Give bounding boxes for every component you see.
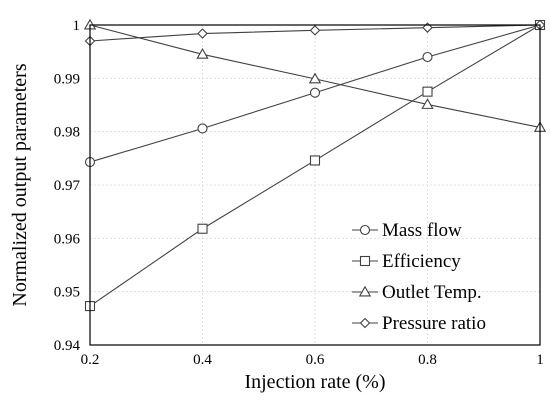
legend-item-efficiency: Efficiency <box>352 251 461 272</box>
x-tick-label: 0.2 <box>81 352 100 368</box>
outlet-temp-point <box>421 98 434 109</box>
legend-marker-outlet-temp <box>358 285 372 297</box>
series-layer <box>83 18 547 312</box>
legend-item-outlet-temp: Outlet Temp. <box>352 282 482 303</box>
legend-marker-pressure-ratio <box>359 317 371 329</box>
y-tick-label: 0.96 <box>54 231 81 247</box>
outlet-temp-point <box>308 72 322 84</box>
plot-frame <box>89 24 541 346</box>
y-tick-label: 0.95 <box>54 285 80 301</box>
mass-flow-point <box>309 87 321 98</box>
tick-labels: 0.2 0.4 0.6 0.8 1 0.94 0.95 0.96 0.97 0.98 0.99 1 <box>54 18 544 368</box>
mass-flow-point <box>197 123 208 134</box>
x-tick-label: 1 <box>536 352 544 368</box>
y-tick-label: 1 <box>73 18 81 34</box>
legend-item-mass-flow: Mass flow <box>352 220 462 241</box>
legend-label: Pressure ratio <box>382 313 486 334</box>
legend: Mass flow Efficiency Outlet Temp. Pressure … <box>352 220 486 334</box>
x-tick-label: 0.8 <box>418 352 437 368</box>
y-tick-label: 0.98 <box>54 125 80 141</box>
y-axis-title: Normalized output parameters <box>9 63 31 306</box>
legend-marker-mass-flow <box>359 224 371 236</box>
y-tick-label: 0.97 <box>54 178 81 194</box>
efficiency-point <box>197 223 208 234</box>
y-tick-label: 0.94 <box>54 338 81 354</box>
mass-flow-point <box>422 51 433 63</box>
legend-item-pressure-ratio: Pressure ratio <box>352 313 486 334</box>
legend-label: Mass flow <box>382 220 462 241</box>
efficiency-point <box>422 86 433 97</box>
x-tick-label: 0.6 <box>306 352 325 368</box>
x-axis-title: Injection rate (%) <box>244 371 385 393</box>
outlet-temp-point <box>196 48 209 59</box>
efficiency-point <box>309 155 321 166</box>
legend-label: Efficiency <box>382 251 461 272</box>
y-tick-label: 0.99 <box>54 71 80 87</box>
series-outlet-temp <box>83 18 547 132</box>
x-tick-label: 0.4 <box>193 352 212 368</box>
pressure-ratio-point <box>197 28 208 39</box>
legend-marker-efficiency <box>359 255 371 267</box>
legend-label: Outlet Temp. <box>382 282 482 303</box>
pressure-ratio-point <box>309 25 321 36</box>
